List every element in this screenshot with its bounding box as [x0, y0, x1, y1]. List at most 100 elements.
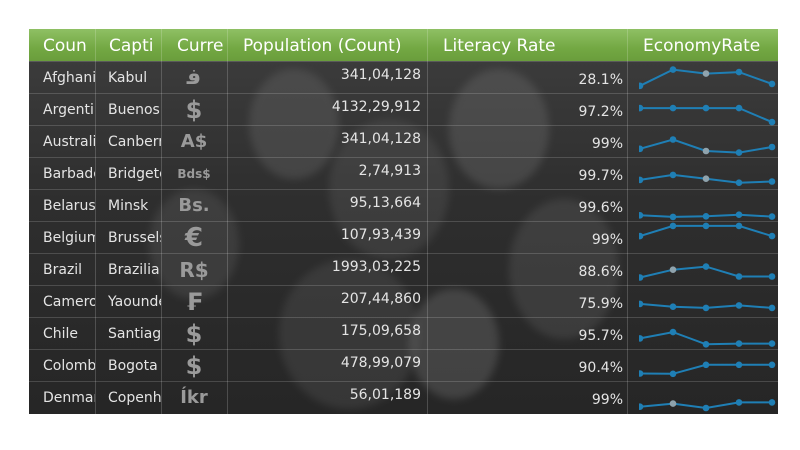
population-cell: 207,44,860 [340, 291, 421, 307]
sparkline-point [639, 212, 644, 219]
background-blob [249, 69, 339, 179]
country-cell: Australi [43, 134, 95, 150]
currency-symbol-cell: $ [185, 320, 203, 348]
sparkline-point [702, 222, 710, 230]
table-row[interactable]: Australi Canberr A$ 341,04,128 99% [29, 125, 778, 158]
background-blob [509, 199, 619, 339]
population-cell: 107,93,439 [340, 227, 421, 243]
table-row[interactable]: Denmar Copenh Íkr 56,01,189 99% [29, 381, 778, 414]
capital-cell: Minsk [108, 198, 149, 214]
currency-symbol-cell: € [184, 223, 204, 253]
column-header-economy[interactable]: EconomyRate [643, 36, 761, 56]
table-row[interactable]: Belarus Minsk Bs. 95,13,664 99.6% [29, 189, 778, 222]
sparkline-point [669, 370, 677, 378]
background-blob [409, 289, 499, 399]
capital-cell: Brussels [108, 230, 161, 246]
sparkline-point [735, 340, 743, 347]
table-row[interactable]: Argentir Buenos $4132,29,912 97.2% [29, 93, 778, 126]
sparkline-point [639, 300, 644, 308]
table-row[interactable]: Brazil Brazilia R$ 1993,03,225 88.6% [29, 253, 778, 286]
background-blob [329, 119, 449, 259]
column-divider [161, 29, 162, 414]
sparkline-point [768, 178, 776, 185]
currency-symbol-cell: Íkr [180, 387, 208, 408]
literacy-rate-cell: 99.7% [578, 168, 623, 184]
economy-sparkline [639, 104, 776, 126]
sparkline-point [639, 403, 644, 410]
literacy-rate-cell: 75.9% [578, 296, 623, 312]
sparkline-point [639, 82, 644, 90]
column-header-population[interactable]: Population (Count) [243, 36, 402, 56]
country-cell: Afghani [43, 70, 95, 86]
sparkline-point [702, 404, 710, 412]
sparkline-point [639, 335, 644, 342]
literacy-rate-cell: 90.4% [578, 360, 623, 376]
currency-symbol-cell: Bs. [178, 195, 210, 216]
sparkline-point [639, 176, 644, 184]
sparkline-point [669, 222, 677, 230]
literacy-rate-cell: 99% [591, 392, 623, 408]
data-grid: Coun Capti Curre Population (Count) Lite… [29, 29, 778, 414]
sparkline-point [735, 211, 743, 218]
sparkline-point [768, 361, 776, 369]
table-row[interactable]: Chile Santiago $175,09,658 95.7% [29, 317, 778, 350]
sparkline-point [669, 171, 677, 179]
sparkline-point [639, 370, 644, 377]
column-divider [95, 29, 96, 414]
sparkline-point [735, 222, 743, 230]
population-cell: 56,01,189 [349, 387, 421, 403]
column-header-country[interactable]: Coun [43, 36, 87, 56]
capital-cell: Santiago [108, 326, 161, 342]
capital-cell: Buenos [108, 102, 160, 118]
literacy-rate-cell: 99.6% [578, 200, 623, 216]
population-cell: 478,99,079 [340, 355, 421, 371]
table-row[interactable]: Colomb Bogota $478,99,079 90.4% [29, 349, 778, 382]
sparkline-point [702, 104, 710, 112]
sparkline-point [768, 304, 776, 312]
sparkline-point [768, 232, 776, 240]
sparkline-point [669, 66, 677, 73]
column-header-currency[interactable]: Curre [177, 36, 224, 56]
population-cell: 175,09,658 [340, 323, 421, 339]
sparkline-point [702, 263, 710, 270]
background-blob [279, 259, 419, 409]
population-cell: 1993,03,225 [331, 259, 421, 275]
column-header-capital[interactable]: Capti [109, 36, 154, 56]
country-cell: Brazil [43, 262, 83, 278]
table-row[interactable]: Belgium Brussels €107,93,439 99% [29, 221, 778, 254]
background-blob [449, 69, 549, 189]
sparkline-point [669, 266, 677, 273]
economy-sparkline [639, 66, 776, 90]
currency-symbol-cell: $ [185, 352, 203, 380]
economy-sparkline [639, 136, 776, 156]
table-row[interactable]: Camero Yaounde ₣ 207,44,860 75.9% [29, 285, 778, 318]
sparkline-point [639, 104, 644, 112]
table-row[interactable]: Barbadc Bridgetc Bds$ 2,74,913 99.7% [29, 157, 778, 190]
sparkline-point [669, 303, 677, 310]
sparkline-point [669, 328, 677, 336]
literacy-rate-cell: 99% [591, 136, 623, 152]
sparkline-point [669, 104, 677, 112]
currency-symbol-cell: $ [185, 96, 203, 124]
economy-sparkline [639, 222, 776, 240]
sparkline-point [702, 147, 710, 155]
population-cell: 4132,29,912 [331, 99, 421, 115]
sparkline-point [702, 70, 710, 77]
country-cell: Chile [43, 326, 79, 342]
sparkline-point [639, 145, 644, 153]
capital-cell: Bridgetc [108, 166, 161, 182]
literacy-rate-cell: 99% [591, 232, 623, 248]
column-header-literacy[interactable]: Literacy Rate [443, 36, 556, 56]
column-divider [627, 29, 628, 414]
sparkline-point [702, 341, 710, 348]
country-cell: Camero [43, 294, 95, 310]
economy-sparkline [639, 399, 776, 412]
economy-sparkline [639, 171, 776, 186]
literacy-rate-cell: 97.2% [578, 104, 623, 120]
population-cell: 341,04,128 [340, 131, 421, 147]
economy-sparkline [639, 361, 776, 378]
table-row[interactable]: Afghani Kabul ﻓ 341,04,128 28.1% [29, 61, 778, 94]
currency-symbol-cell: Bds$ [177, 167, 211, 181]
sparkline-point [702, 304, 710, 312]
column-divider [227, 29, 228, 414]
